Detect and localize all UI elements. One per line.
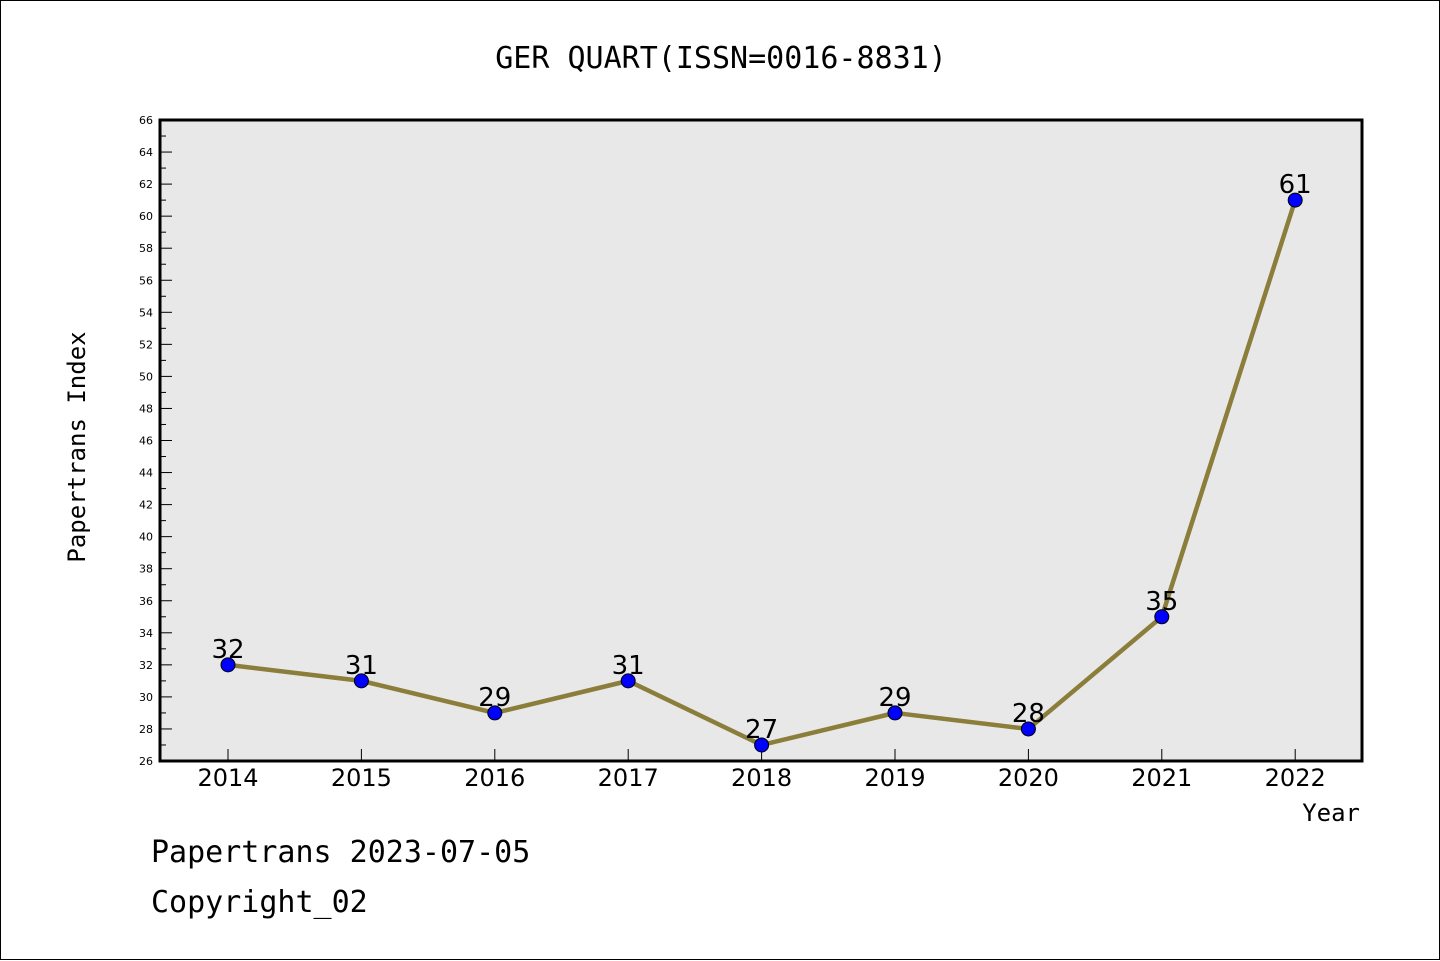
plot-area: [158, 118, 1364, 763]
data-point: [1154, 609, 1170, 625]
x-tick-label: 2017: [598, 764, 659, 792]
y-axis-label: Papertrans Index: [63, 331, 91, 562]
data-point: [887, 705, 903, 721]
y-tick-label: 60: [139, 210, 153, 223]
y-axis-ticks: 26 28 30 32 34 36 38 40 42 44 46 48 50 52 54 56 58 60 62 64…: [139, 114, 172, 768]
data-label: 28: [1012, 699, 1045, 729]
data-label: 31: [612, 651, 645, 681]
y-tick-label: 36: [139, 595, 153, 608]
x-axis-ticks: 2014 2015 2016 2017 2018 2019 2020 2021 2022: [197, 749, 1326, 792]
footer-copyright-text: Copyright_02: [151, 885, 368, 920]
data-label: 29: [478, 683, 511, 713]
y-tick-label: 50: [139, 370, 153, 383]
data-label: 32: [211, 635, 244, 665]
y-tick-label: 38: [139, 563, 153, 576]
y-tick-label: 32: [139, 659, 153, 672]
y-tick-label: 56: [139, 274, 153, 287]
data-points: [220, 192, 1303, 753]
x-tick-label: 2020: [998, 764, 1059, 792]
footer-date-text: Papertrans 2023-07-05: [151, 835, 531, 870]
data-point: [1020, 721, 1036, 737]
x-tick-label: 2019: [864, 764, 925, 792]
data-point: [754, 737, 770, 753]
y-tick-label: 26: [139, 755, 153, 768]
y-tick-label: 58: [139, 242, 153, 255]
x-tick-label: 2018: [731, 764, 792, 792]
data-label: 35: [1145, 587, 1178, 617]
data-point: [353, 673, 369, 689]
y-tick-label: 34: [139, 627, 153, 640]
y-tick-label: 44: [139, 467, 153, 480]
x-tick-label: 2015: [331, 764, 392, 792]
x-axis-label: Year: [1302, 799, 1360, 827]
data-label: 61: [1279, 170, 1312, 200]
data-point: [220, 657, 236, 673]
y-tick-label: 30: [139, 691, 153, 704]
chart-title: GER QUART(ISSN=0016-8831): [495, 41, 947, 76]
data-label: 31: [345, 651, 378, 681]
y-tick-label: 42: [139, 499, 153, 512]
y-tick-label: 66: [139, 114, 153, 127]
y-tick-label: 46: [139, 435, 153, 448]
x-tick-label: 2022: [1265, 764, 1326, 792]
data-point: [1287, 192, 1303, 208]
y-tick-label: 52: [139, 338, 153, 351]
data-label: 27: [745, 715, 778, 745]
x-tick-label: 2014: [197, 764, 258, 792]
y-tick-label: 62: [139, 178, 153, 191]
y-tick-label: 48: [139, 402, 153, 415]
y-tick-label: 28: [139, 723, 153, 736]
y-tick-label: 64: [139, 146, 153, 159]
data-label: 29: [878, 683, 911, 713]
y-tick-label: 40: [139, 531, 153, 544]
y-tick-label: 54: [139, 306, 153, 319]
data-labels: 32 31 29 31 27 29 28 35 61: [211, 170, 1311, 745]
data-point: [487, 705, 503, 721]
x-tick-label: 2016: [464, 764, 525, 792]
x-tick-label: 2021: [1131, 764, 1192, 792]
data-point: [620, 673, 636, 689]
